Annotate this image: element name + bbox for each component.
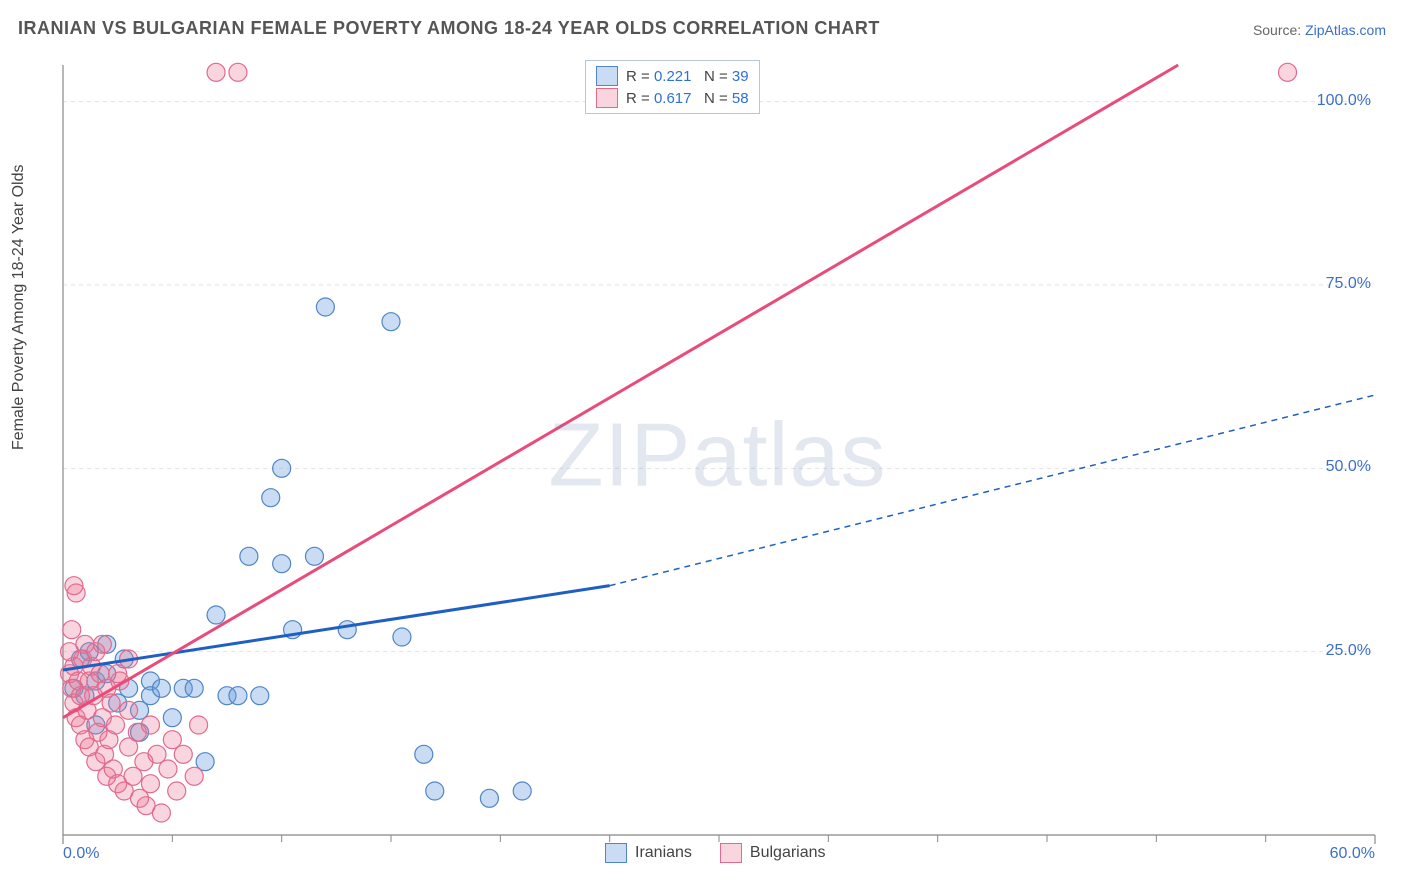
scatter-chart: ZIPatlas R = 0.221 N = 39R = 0.617 N = 5… (45, 55, 1390, 867)
y-axis-label: Female Poverty Among 18-24 Year Olds (10, 165, 28, 451)
axis-tick-label: 100.0% (1317, 92, 1371, 110)
chart-title: IRANIAN VS BULGARIAN FEMALE POVERTY AMON… (18, 18, 880, 39)
axis-tick-label: 60.0% (1330, 845, 1375, 863)
legend-swatch (605, 843, 627, 863)
legend-text: R = 0.221 N = 39 (626, 68, 749, 85)
series-legend-item: Bulgarians (720, 843, 826, 863)
legend-swatch (720, 843, 742, 863)
axis-tick-label: 25.0% (1326, 642, 1371, 660)
source-attribution: Source: ZipAtlas.com (1253, 22, 1386, 38)
series-legend-label: Bulgarians (750, 844, 826, 862)
legend-swatch (596, 88, 618, 108)
axis-tick-label: 75.0% (1326, 275, 1371, 293)
axis-tick-label: 0.0% (63, 845, 99, 863)
legend-text: R = 0.617 N = 58 (626, 90, 749, 107)
legend-row: R = 0.221 N = 39 (596, 65, 749, 87)
correlation-legend: R = 0.221 N = 39 R = 0.617 N = 58 (585, 60, 760, 114)
legend-row: R = 0.617 N = 58 (596, 87, 749, 109)
legend-swatch (596, 66, 618, 86)
series-legend-label: Iranians (635, 844, 692, 862)
source-link[interactable]: ZipAtlas.com (1305, 22, 1386, 38)
series-legend-item: Iranians (605, 843, 692, 863)
axis-tick-label: 50.0% (1326, 458, 1371, 476)
chart-svg (45, 55, 1390, 867)
source-prefix: Source: (1253, 22, 1305, 38)
series-legend: Iranians Bulgarians (605, 843, 826, 863)
